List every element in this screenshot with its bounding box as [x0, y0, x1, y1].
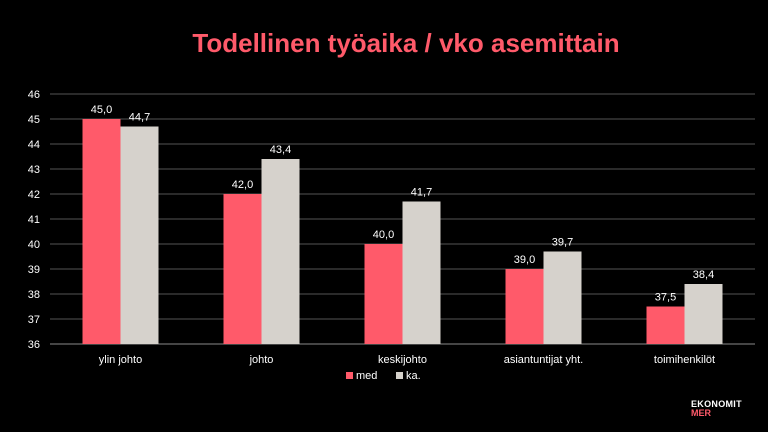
data-label: 39,7 — [552, 237, 573, 249]
data-label: 45,0 — [91, 104, 112, 116]
bar-med — [223, 194, 262, 344]
x-tick-label: keskijohto — [378, 354, 427, 366]
legend-swatch-ka — [396, 372, 403, 379]
x-tick-label: ylin johto — [99, 354, 142, 366]
y-tick-label: 36 — [28, 339, 40, 351]
x-tick-label: johto — [249, 354, 274, 366]
x-tick-label: asiantuntijat yht. — [504, 354, 584, 366]
ekonomit-logo: EKONOMIT MER — [691, 400, 742, 418]
x-tick-label: toimihenkilöt — [654, 354, 715, 366]
bar-ka — [402, 201, 441, 344]
y-tick-label: 40 — [28, 239, 40, 251]
data-label: 42,0 — [232, 179, 253, 191]
y-tick-label: 45 — [28, 114, 40, 126]
data-label: 41,7 — [411, 187, 432, 199]
y-tick-label: 37 — [28, 314, 40, 326]
data-label: 37,5 — [655, 292, 676, 304]
y-tick-label: 39 — [28, 264, 40, 276]
y-tick-label: 43 — [28, 164, 40, 176]
bar-med — [82, 119, 121, 344]
data-label: 39,0 — [514, 254, 535, 266]
bar-ka — [543, 251, 582, 344]
chart-title: Todellinen työaika / vko asemittain — [192, 28, 620, 58]
bar-med — [646, 306, 685, 344]
legend-swatch-med — [346, 372, 353, 379]
data-label: 40,0 — [373, 229, 394, 241]
y-tick-label: 46 — [28, 89, 40, 101]
logo-line-1: EKONOMIT — [691, 399, 742, 409]
y-tick-label: 44 — [28, 139, 40, 151]
bar-med — [505, 269, 544, 344]
y-tick-label: 42 — [28, 189, 40, 201]
bar-ka — [261, 159, 300, 344]
data-label: 44,7 — [129, 112, 150, 124]
legend-label: med — [356, 370, 377, 382]
data-label: 38,4 — [693, 269, 714, 281]
logo-line-2: MER — [691, 408, 711, 418]
data-label: 43,4 — [270, 144, 291, 156]
bar-ka — [684, 284, 723, 344]
y-tick-label: 38 — [28, 289, 40, 301]
legend-label: ka. — [406, 370, 421, 382]
bar-ka — [120, 126, 159, 344]
bar-med — [364, 244, 403, 344]
y-tick-label: 41 — [28, 214, 40, 226]
